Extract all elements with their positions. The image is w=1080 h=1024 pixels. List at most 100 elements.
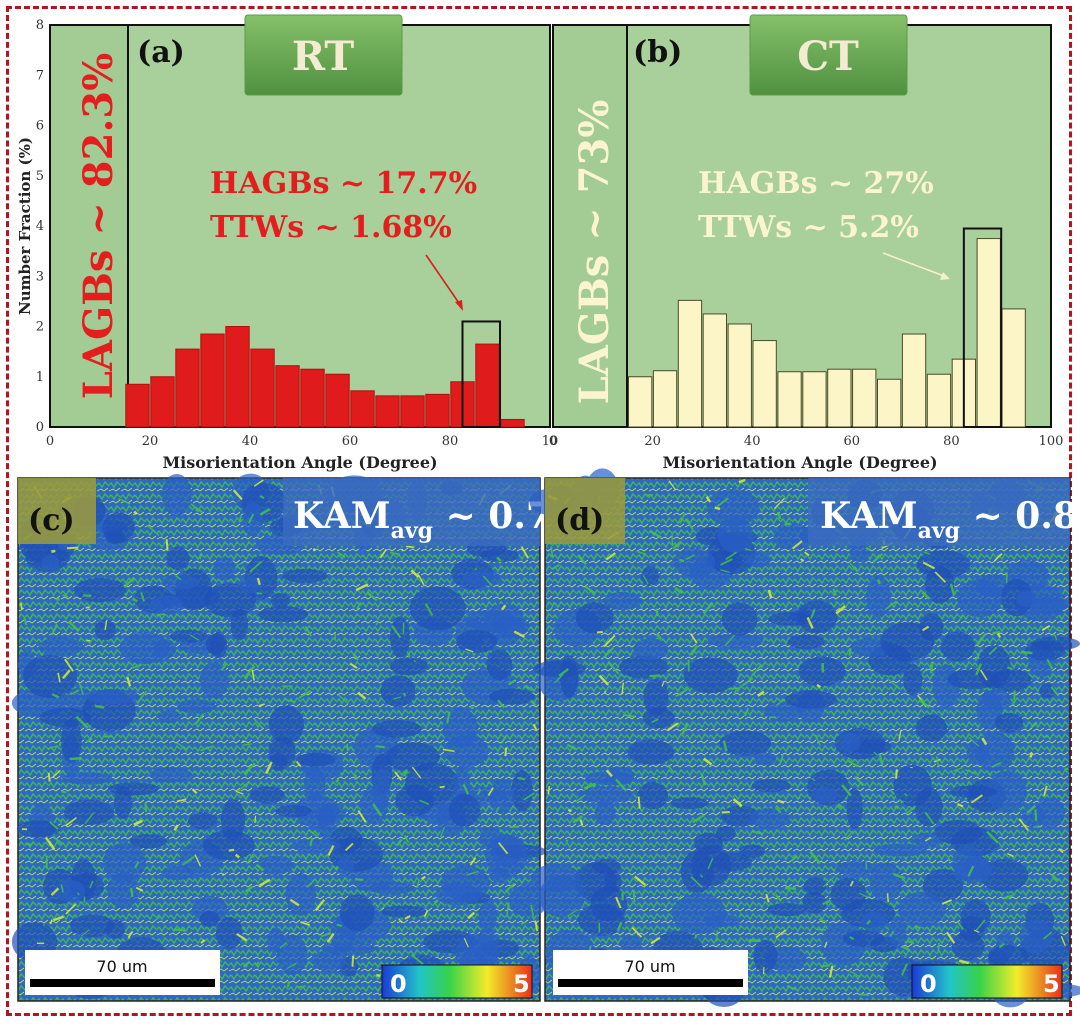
- map-boundary: [351, 955, 355, 967]
- map-boundary: [775, 894, 782, 902]
- map-boundary: [262, 640, 266, 643]
- map-grain: [257, 855, 293, 876]
- map-boundary: [189, 634, 200, 641]
- map-boundary: [312, 547, 317, 552]
- x-tick-label: 80: [943, 434, 960, 449]
- map-boundary: [220, 662, 228, 672]
- map-boundary: [702, 601, 714, 615]
- map-boundary: [517, 776, 526, 781]
- map-grain: [1016, 590, 1037, 608]
- map-boundary: [249, 560, 263, 573]
- kam-subscript: avg: [918, 518, 960, 544]
- highlight-box: [962, 227, 1003, 428]
- map-boundary: [551, 564, 560, 570]
- map-grain: [158, 710, 181, 724]
- map-boundary: [848, 648, 852, 656]
- map-boundary: [993, 553, 1003, 562]
- y-tick-label: 1: [36, 370, 44, 385]
- scale-bar-box: [25, 950, 220, 995]
- map-grain: [643, 678, 669, 716]
- map-grain: [61, 718, 82, 763]
- map-boundary: [922, 667, 928, 674]
- map-boundary: [467, 911, 476, 920]
- map-boundary: [846, 759, 859, 768]
- map-boundary: [691, 814, 705, 824]
- map-boundary: [865, 860, 868, 870]
- map-boundary: [636, 550, 646, 555]
- map-boundary: [237, 781, 250, 792]
- map-boundary: [1030, 721, 1038, 729]
- map-boundary: [893, 872, 906, 880]
- map-boundary: [236, 932, 248, 942]
- map-boundary: [76, 892, 80, 896]
- map-boundary: [690, 876, 703, 889]
- y-tick-label: 8: [36, 18, 44, 33]
- map-boundary: [694, 933, 698, 939]
- map-boundary: [258, 703, 265, 707]
- map-grain: [160, 866, 195, 881]
- map-boundary: [621, 682, 625, 695]
- map-boundary: [1007, 666, 1013, 671]
- bar: [1001, 308, 1026, 428]
- bar: [500, 418, 525, 428]
- map-grain: [166, 546, 190, 571]
- map-grain: [869, 862, 903, 902]
- map-grain: [465, 609, 517, 632]
- map-grain: [873, 843, 928, 857]
- x-tick-label: 60: [342, 434, 359, 449]
- bar: [802, 371, 827, 428]
- map-grain: [787, 634, 825, 649]
- map-boundary: [191, 788, 198, 794]
- map-boundary: [354, 878, 364, 881]
- map-boundary: [672, 541, 682, 550]
- map-boundary: [822, 876, 835, 888]
- kam-subscript: avg: [391, 518, 433, 544]
- map-boundary: [921, 591, 931, 600]
- map-boundary: [921, 625, 930, 632]
- map-boundary: [981, 737, 988, 746]
- map-boundary: [466, 870, 479, 876]
- map-boundary: [394, 771, 403, 781]
- map-grain: [627, 739, 675, 765]
- bar: [225, 326, 250, 428]
- map-grain: [113, 785, 132, 820]
- map-grain: [767, 903, 807, 917]
- map-grain: [86, 689, 140, 705]
- map-boundary: [810, 608, 816, 619]
- map-grain: [275, 805, 313, 818]
- map-grain: [381, 905, 427, 918]
- map-grain: [749, 808, 791, 829]
- map-boundary: [411, 953, 424, 965]
- map-boundary: [828, 965, 834, 978]
- map-boundary: [66, 546, 79, 550]
- annotation-line-2: TTWs ~ 5.2%: [698, 210, 919, 245]
- chart-rt: RT (a) LAGBs ~ 82.3% Number Fraction (%)…: [16, 14, 558, 472]
- map-boundary: [809, 850, 821, 865]
- map-boundary: [690, 645, 699, 656]
- map-grain: [41, 554, 60, 574]
- map-boundary: [433, 899, 439, 904]
- map-grain: [849, 637, 891, 657]
- map-boundary: [748, 939, 761, 943]
- map-boundary: [615, 896, 622, 909]
- map-boundary: [567, 808, 572, 813]
- map-boundary: [622, 713, 636, 718]
- map-boundary: [859, 892, 870, 899]
- map-boundary: [632, 890, 636, 903]
- map-boundary: [572, 815, 584, 824]
- map-boundary: [47, 772, 51, 782]
- map-boundary: [305, 880, 315, 888]
- map-boundary: [684, 518, 694, 530]
- map-boundary: [65, 903, 77, 915]
- map-grain: [442, 707, 479, 748]
- map-grain: [488, 688, 535, 705]
- map-grain: [764, 701, 804, 722]
- map-boundary: [334, 865, 339, 871]
- map-boundary: [949, 583, 955, 594]
- map-boundary: [234, 853, 240, 859]
- map-boundary: [849, 562, 858, 572]
- map-boundary: [547, 786, 551, 795]
- map-grain: [267, 927, 285, 953]
- map-boundary: [1042, 931, 1053, 940]
- map-boundary: [720, 558, 733, 566]
